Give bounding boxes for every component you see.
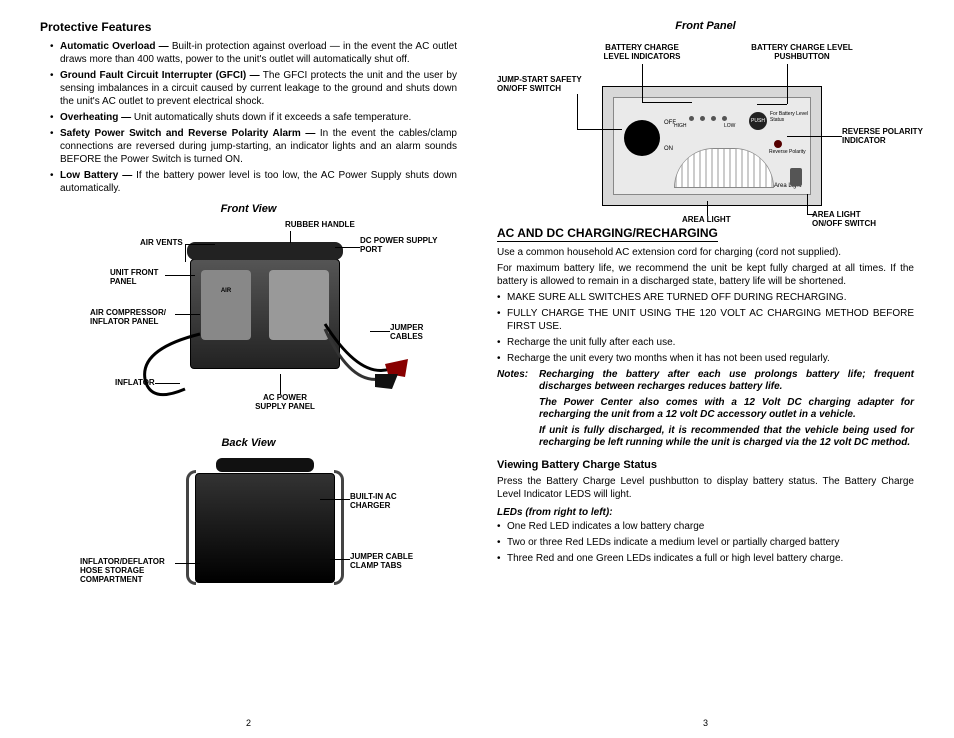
label-dc-power: DC POWER SUPPLY PORT [360, 237, 440, 255]
push-text: PUSH [751, 118, 765, 124]
label-pushbutton: BATTERY CHARGE LEVEL PUSHBUTTON [747, 44, 857, 62]
leds-heading: LEDs (from right to left): [497, 507, 914, 518]
intro-1: Use a common household AC extension cord… [497, 246, 914, 259]
charging-list: MAKE SURE ALL SWITCHES ARE TURNED OFF DU… [497, 291, 914, 365]
label-air-comp: AIR COMPRESSOR/ INFLATOR PANEL [90, 309, 180, 327]
label-area-light: AREA LIGHT [682, 216, 731, 225]
front-view-title: Front View [40, 203, 457, 215]
back-view-diagram: BUILT-IN AC CHARGER JUMPER CABLE CLAMP T… [40, 453, 460, 608]
switch-icon [790, 168, 802, 186]
feature-item: Ground Fault Circuit Interrupter (GFCI) … [50, 69, 457, 108]
knob-icon [624, 120, 660, 156]
list-item: Recharge the unit every two months when … [497, 352, 914, 365]
notes-label: Notes: [497, 369, 539, 397]
intro-2: For maximum battery life, we recommend t… [497, 262, 914, 288]
reverse-pol-text: Reverse Polarity [769, 150, 809, 156]
push-button-icon: PUSH [749, 112, 767, 130]
note-item: If unit is fully discharged, it is recom… [497, 425, 914, 449]
list-item: FULLY CHARGE THE UNIT USING THE 120 VOLT… [497, 307, 914, 333]
charging-heading: AC AND DC CHARGING/RECHARGING [497, 226, 718, 242]
feature-item: Automatic Overload — Built-in protection… [50, 40, 457, 66]
label-area-switch: AREA LIGHT ON/OFF SWITCH [812, 211, 892, 229]
list-item: Recharge the unit fully after each use. [497, 336, 914, 349]
label-ac-power: AC POWER SUPPLY PANEL [250, 394, 320, 412]
label-unit-front: UNIT FRONT PANEL [110, 269, 170, 287]
feature-term: Ground Fault Circuit Interrupter (GFCI) … [60, 70, 260, 81]
panel-icon: OFF ON HIGH LOW PUSH For Battery Level S… [602, 86, 822, 206]
feature-term: Safety Power Switch and Reverse Polarity… [60, 128, 315, 139]
viewing-text: Press the Battery Charge Level pushbutto… [497, 475, 914, 501]
feature-term: Overheating — [60, 112, 131, 123]
feature-item: Low Battery — If the battery power level… [50, 169, 457, 195]
page-right: Front Panel OFF ON HIGH LOW PUSH For Bat… [477, 20, 934, 728]
front-panel-diagram: OFF ON HIGH LOW PUSH For Battery Level S… [497, 36, 927, 226]
label-builtin: BUILT-IN AC CHARGER [350, 493, 410, 511]
label-inflator: INFLATOR [115, 379, 155, 388]
area-light-icon [674, 148, 774, 188]
back-view-title: Back View [40, 437, 457, 449]
list-item: One Red LED indicates a low battery char… [497, 520, 914, 533]
on-text: ON [664, 146, 673, 153]
low-text: LOW [724, 124, 735, 130]
label-rubber-handle: RUBBER HANDLE [285, 221, 355, 230]
for-battery-text: For Battery Level Status [770, 112, 810, 123]
feature-term: Automatic Overload — [60, 41, 169, 52]
page-number: 2 [246, 718, 251, 728]
front-view-diagram: AIR AIR VENTS RUBBER HANDLE DC POWER SUP… [40, 219, 460, 429]
feature-text: Unit automatically shuts down if it exce… [131, 112, 411, 123]
label-reverse: REVERSE POLARITY INDICATOR [842, 128, 932, 146]
feature-item: Overheating — Unit automatically shuts d… [50, 111, 457, 124]
feature-item: Safety Power Switch and Reverse Polarity… [50, 127, 457, 166]
high-text: HIGH [674, 124, 687, 130]
note-item: The Power Center also comes with a 12 Vo… [497, 397, 914, 421]
list-item: MAKE SURE ALL SWITCHES ARE TURNED OFF DU… [497, 291, 914, 304]
label-hose: INFLATOR/DEFLATOR HOSE STORAGE COMPARTME… [80, 558, 180, 584]
protective-features-heading: Protective Features [40, 20, 457, 34]
protective-features-list: Automatic Overload — Built-in protection… [40, 40, 457, 195]
note-item: Recharging the battery after each use pr… [539, 369, 914, 393]
label-jumper: JUMPER CABLES [390, 324, 440, 342]
feature-term: Low Battery — [60, 170, 132, 181]
list-item: Three Red and one Green LEDs indicates a… [497, 552, 914, 565]
list-item: Two or three Red LEDs indicate a medium … [497, 536, 914, 549]
label-charge-ind: BATTERY CHARGE LEVEL INDICATORS [597, 44, 687, 62]
page-number: 3 [703, 718, 708, 728]
label-jump-start: JUMP-START SAFETY ON/OFF SWITCH [497, 76, 597, 94]
label-clamp-tabs: JUMPER CABLE CLAMP TABS [350, 553, 420, 571]
leds-list: One Red LED indicates a low battery char… [497, 520, 914, 565]
page-left: Protective Features Automatic Overload —… [20, 20, 477, 728]
product-back-icon [195, 473, 335, 583]
reverse-led-icon [774, 140, 782, 148]
led-row-icon [689, 116, 727, 121]
front-panel-title: Front Panel [497, 20, 914, 32]
viewing-heading: Viewing Battery Charge Status [497, 459, 914, 471]
hose-icon [130, 329, 230, 409]
label-air-vents: AIR VENTS [140, 239, 183, 248]
